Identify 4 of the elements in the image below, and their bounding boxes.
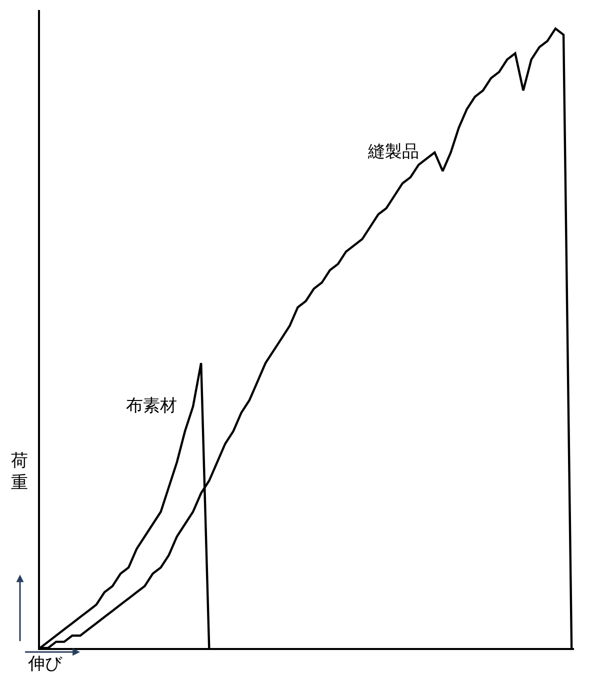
y-axis-title: 荷重 bbox=[11, 451, 28, 494]
series-label: 縫製品 bbox=[367, 142, 419, 162]
series-label: 布素材 bbox=[126, 396, 177, 416]
x-axis-title: 伸び bbox=[27, 654, 63, 674]
